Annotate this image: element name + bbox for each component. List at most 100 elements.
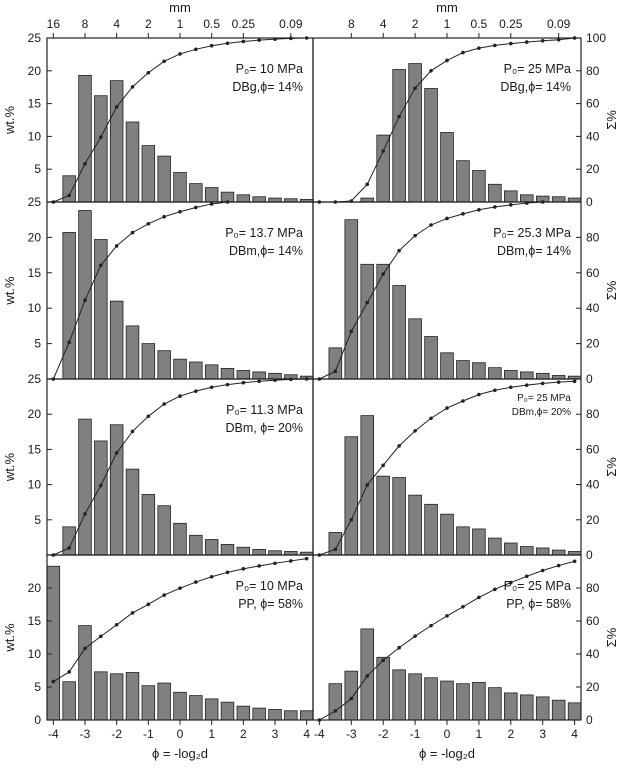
cumulative-point [365, 300, 370, 305]
right-tick-label: 100 [586, 31, 606, 45]
bar [424, 677, 438, 721]
cumulative-point [397, 645, 401, 650]
bar [488, 183, 502, 203]
cumulative-point [381, 658, 385, 663]
cumulative-point [524, 383, 529, 387]
right-tick-label: 40 [586, 129, 600, 143]
right-tick-label: 40 [586, 647, 600, 661]
bar [62, 526, 76, 556]
cumulative-point [509, 41, 513, 46]
cumulative-point [365, 674, 370, 678]
y-axis-label-right: Σ% [604, 457, 619, 477]
cumulative-point [83, 646, 87, 651]
cumulative-point [333, 369, 338, 374]
bar [440, 513, 454, 556]
cumulative-point [365, 182, 370, 187]
bar [189, 361, 203, 380]
annotation-sample: DBm,ϕ= 14% [229, 244, 303, 258]
bar [472, 681, 486, 721]
bar [551, 699, 566, 721]
bar [109, 673, 124, 721]
left-tick-label: 15 [28, 97, 42, 111]
cumulative-point [83, 298, 87, 303]
cumulative-point [445, 216, 449, 221]
cumulative-point [67, 193, 71, 198]
bar [424, 88, 438, 203]
bar [440, 132, 454, 203]
cumulative-point [146, 70, 151, 75]
y-axis-label-left: wt.% [2, 105, 17, 135]
right-tick-label: 20 [586, 513, 600, 527]
bar [408, 318, 422, 380]
right-tick-label: 0 [586, 372, 593, 386]
cumulative-point [429, 416, 433, 421]
cumulative-point [257, 564, 261, 568]
cumulative-point [241, 567, 246, 571]
left-tick-label: 20 [28, 230, 42, 244]
bar [424, 503, 438, 556]
bar [94, 440, 108, 556]
bar [236, 194, 251, 203]
bottom-tick-label: 0 [444, 727, 451, 741]
right-tick-label: 80 [586, 407, 600, 421]
bar [344, 670, 359, 721]
cumulative-point [429, 69, 433, 73]
cumulative-point [114, 105, 119, 109]
bar [204, 539, 219, 556]
bar [125, 121, 140, 203]
annotation-pressure: P₀= 11.3 MPa [226, 403, 303, 417]
cumulative-point [413, 429, 417, 433]
cumulative-point [178, 586, 182, 590]
bar [125, 325, 140, 380]
left-tick-label: 10 [28, 129, 42, 143]
left-tick-label: 15 [28, 614, 42, 628]
bar [157, 505, 171, 556]
right-tick-label: 20 [586, 337, 600, 351]
y-axis-label-left: wt.% [2, 452, 17, 482]
right-tick-label: 80 [586, 64, 600, 78]
top-tick-label: 4 [380, 17, 387, 31]
cumulative-point [67, 670, 71, 674]
bar [78, 210, 92, 380]
bottom-tick-label: -3 [346, 727, 357, 741]
bottom-tick-label: 4 [303, 727, 310, 741]
bar [157, 155, 171, 203]
cumulative-point [178, 209, 182, 214]
bar [157, 350, 171, 380]
left-tick-label: 20 [28, 64, 42, 78]
bar [392, 477, 406, 556]
bar [424, 336, 438, 380]
bar [236, 546, 251, 556]
bar [456, 683, 470, 721]
bar [125, 672, 140, 721]
bar [344, 436, 359, 556]
bar [62, 175, 76, 203]
cumulative-point [381, 149, 385, 153]
top-axis-unit: mm [169, 0, 191, 15]
bar [519, 546, 534, 556]
annotation-pressure: P₀= 10 MPa [236, 579, 303, 593]
cumulative-point [413, 233, 417, 238]
cumulative-point [349, 696, 354, 701]
top-tick-label: 16 [47, 17, 61, 31]
bottom-tick-label: 1 [476, 727, 483, 741]
cumulative-point [209, 43, 214, 48]
cumulative-point [349, 518, 354, 522]
cumulative-point [51, 679, 56, 684]
cumulative-point [194, 205, 198, 210]
cumulative-point [194, 580, 198, 584]
bar [488, 537, 502, 556]
cumulative-point [493, 388, 497, 393]
left-tick-label: 15 [28, 266, 42, 280]
bar [408, 494, 422, 556]
bar [62, 232, 76, 380]
y-axis-label-right: Σ% [604, 280, 619, 300]
cumulative-point [413, 86, 417, 90]
annotation-pressure: P₀= 13.7 MPa [225, 226, 303, 240]
bar [109, 424, 124, 556]
bar [141, 685, 156, 721]
bar [488, 687, 502, 721]
top-tick-label: 0.09 [279, 17, 303, 31]
cumulative-point [477, 392, 481, 397]
